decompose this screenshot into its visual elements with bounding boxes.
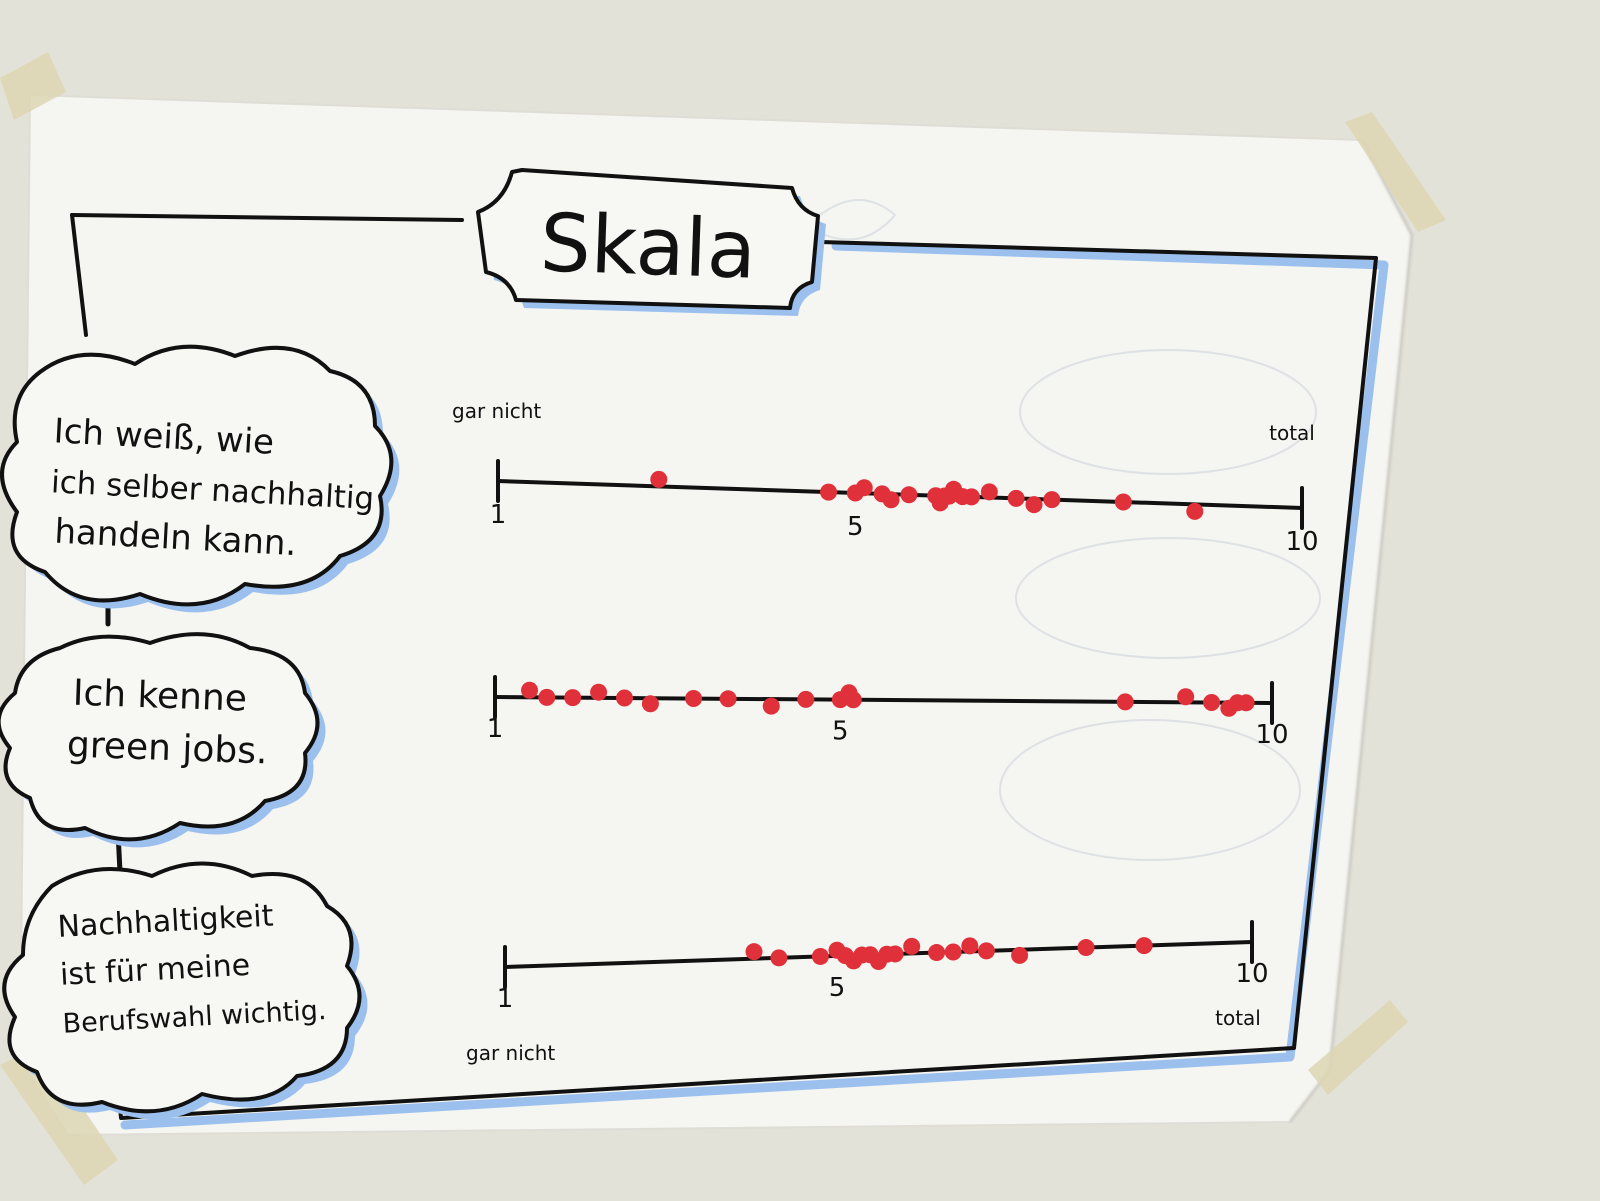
low-anchor-label: gar nicht xyxy=(452,399,541,423)
rating-dot xyxy=(1025,496,1043,514)
rating-dot xyxy=(1116,693,1134,711)
rating-dot xyxy=(1135,937,1153,955)
scale-line xyxy=(496,479,1304,510)
tick-label: 10 xyxy=(1255,720,1288,750)
rating-dot xyxy=(900,486,918,504)
rating-dot xyxy=(962,488,980,506)
rating-dot xyxy=(961,937,979,955)
high-anchor-label: total xyxy=(1269,421,1315,445)
rating-dot xyxy=(1043,491,1061,509)
rating-dot xyxy=(719,690,737,708)
rating-dot xyxy=(770,949,788,967)
statement-cloud-3: Nachhaltigkeit ist für meine Berufswahl … xyxy=(2,861,368,1120)
tick-label: 1 xyxy=(490,500,507,530)
tick-label: 5 xyxy=(832,717,849,747)
rating-dot xyxy=(1114,493,1132,511)
rating-dot xyxy=(564,689,582,707)
rating-dot xyxy=(1237,694,1255,712)
statement-cloud-1: Ich weiß, wie ich selber nachhaltig hand… xyxy=(0,344,400,613)
rating-dot xyxy=(641,695,659,713)
tick-label: 1 xyxy=(487,714,504,744)
rating-dot xyxy=(1203,694,1221,712)
rating-dot xyxy=(590,683,608,701)
rating-scale-2: 1 5 10 xyxy=(487,675,1289,750)
tick-label: 5 xyxy=(829,973,846,1003)
rating-dot xyxy=(1177,688,1195,706)
rating-dot xyxy=(616,689,633,707)
rating-dot xyxy=(844,691,862,709)
statement-2-line-1: Ich kenne xyxy=(72,673,247,720)
rating-dot xyxy=(980,483,998,501)
rating-dot xyxy=(1007,489,1025,507)
rating-dot xyxy=(886,945,904,963)
masking-tape xyxy=(0,52,1446,1185)
tick-label: 5 xyxy=(847,512,864,542)
poster-title: Skala xyxy=(539,196,758,296)
rating-dot xyxy=(811,947,829,965)
low-anchor-label: gar nicht xyxy=(466,1041,555,1065)
statement-cloud-2: Ich kenne green jobs. xyxy=(0,632,326,848)
rating-dot xyxy=(977,942,995,960)
tick-label: 1 xyxy=(497,984,514,1014)
rating-dot xyxy=(538,688,556,706)
rating-dot xyxy=(820,483,838,501)
show-through xyxy=(819,199,1321,861)
rating-dot xyxy=(762,697,780,715)
rating-scale-3: 1 5 10 gar nicht total xyxy=(466,920,1269,1065)
statement-2-line-2: green jobs. xyxy=(66,724,268,772)
rating-dot xyxy=(745,943,763,961)
rating-dot xyxy=(685,690,703,708)
rating-dot xyxy=(903,937,921,955)
rating-dot xyxy=(1011,946,1029,964)
rating-dot xyxy=(1077,939,1095,957)
title-banner: Skala xyxy=(476,168,826,316)
high-anchor-label: total xyxy=(1215,1006,1261,1030)
rating-dot xyxy=(521,681,539,699)
rating-scale-1: 1 5 10 gar nicht total xyxy=(452,399,1319,557)
rating-dot xyxy=(944,943,962,961)
rating-dot xyxy=(928,944,946,962)
rating-dot xyxy=(855,479,873,497)
rating-dot xyxy=(650,470,668,488)
rating-dot xyxy=(797,690,815,708)
rating-dot xyxy=(1186,502,1204,520)
rating-dot xyxy=(882,491,900,509)
svg-text:Ich kenne green jobs.: Ich kenne green jobs. xyxy=(66,672,270,772)
tick-label: 10 xyxy=(1285,527,1318,557)
tick-label: 10 xyxy=(1235,959,1268,989)
